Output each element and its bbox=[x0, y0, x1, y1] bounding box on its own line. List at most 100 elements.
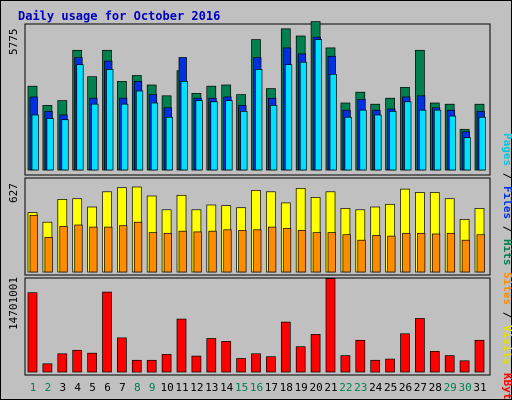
bar-pages-day-2 bbox=[46, 118, 54, 171]
legend-pages: Pages bbox=[501, 133, 512, 166]
bar-kbytes-day-undefined bbox=[459, 360, 470, 373]
x-tick-label-day-11: 11 bbox=[175, 381, 188, 394]
bar-sites-day-undefined bbox=[253, 229, 262, 273]
x-tick-label-day-19: 19 bbox=[295, 381, 308, 394]
bar-sites-day-undefined bbox=[312, 232, 321, 273]
bar-sites-day-undefined bbox=[148, 232, 158, 273]
bar-sites-day-undefined bbox=[44, 237, 53, 273]
bar-kbytes-day-undefined bbox=[370, 359, 381, 373]
bar-pages-day-19 bbox=[299, 61, 308, 171]
bar-sites-day-undefined bbox=[387, 235, 396, 273]
bar-sites-day-undefined bbox=[178, 230, 187, 273]
bar-kbytes-day-undefined bbox=[295, 346, 306, 373]
x-tick-label-day-8: 8 bbox=[134, 381, 141, 394]
bar-kbytes-day-undefined bbox=[385, 358, 395, 373]
bar-kbytes-day-undefined bbox=[355, 339, 366, 373]
bar-pages-day-8 bbox=[135, 90, 144, 171]
bar-pages-day-30 bbox=[463, 137, 471, 171]
bar-kbytes-day-undefined bbox=[266, 356, 276, 373]
x-tick-label-day-14: 14 bbox=[220, 381, 234, 394]
bar-pages-day-7 bbox=[121, 103, 129, 171]
bar-kbytes-day-undefined bbox=[42, 363, 53, 373]
bar-kbytes-day-undefined bbox=[102, 291, 112, 373]
bar-kbytes-day-undefined bbox=[415, 318, 425, 373]
bar-sites-day-undefined bbox=[402, 232, 411, 273]
bar-kbytes-day-undefined bbox=[236, 358, 246, 373]
bar-pages-day-22 bbox=[344, 116, 352, 171]
x-tick-label-day-22: 22 bbox=[339, 381, 352, 394]
bar-sites-day-undefined bbox=[282, 228, 292, 273]
bar-kbytes-day-undefined bbox=[340, 355, 351, 373]
bar-pages-day-23 bbox=[359, 109, 367, 171]
bar-kbytes-day-undefined bbox=[325, 278, 336, 373]
bar-kbytes-day-undefined bbox=[176, 318, 187, 373]
bar-pages-day-17 bbox=[270, 105, 278, 171]
bar-kbytes-day-undefined bbox=[251, 353, 261, 373]
bar-sites-day-undefined bbox=[89, 226, 98, 273]
x-tick-label-day-29: 29 bbox=[444, 381, 457, 394]
x-tick-label-day-3: 3 bbox=[59, 381, 66, 394]
x-axis-labels: 1 2 3 4 5 6 7 8 9 10 11 12 13 14 15 16 17 18 19 20 21 22 23 24 2… bbox=[30, 381, 487, 394]
bar-sites-day-undefined bbox=[417, 232, 426, 273]
x-tick-label-day-21: 21 bbox=[324, 381, 337, 394]
legend-visits: Visits bbox=[501, 325, 512, 365]
visits-panel-legend: Sites / Visits bbox=[501, 272, 512, 365]
bar-pages-day-20 bbox=[314, 39, 322, 171]
x-tick-label-day-30: 30 bbox=[458, 381, 471, 394]
bar-pages-day-10 bbox=[165, 116, 173, 171]
bar-pages-day-26 bbox=[404, 101, 412, 171]
bar-kbytes-day-undefined bbox=[221, 341, 232, 373]
bar-sites-day-undefined bbox=[119, 225, 128, 273]
bar-pages-day-4 bbox=[76, 64, 84, 171]
bar-pages-day-15 bbox=[240, 111, 248, 171]
bar-sites-day-undefined bbox=[342, 234, 351, 273]
bar-pages-day-3 bbox=[61, 119, 69, 171]
bar-kbytes-day-undefined bbox=[310, 334, 321, 373]
bar-pages-day-21 bbox=[329, 73, 337, 171]
bar-pages-day-25 bbox=[389, 111, 397, 171]
bar-kbytes-day-undefined bbox=[191, 355, 202, 373]
x-tick-label-day-12: 12 bbox=[190, 381, 203, 394]
x-tick-label-day-17: 17 bbox=[265, 381, 278, 394]
bar-pages-day-29 bbox=[448, 115, 457, 171]
bar-sites-day-undefined bbox=[268, 226, 277, 273]
x-tick-label-day-9: 9 bbox=[149, 381, 156, 394]
x-tick-label-day-7: 7 bbox=[119, 381, 126, 394]
bar-kbytes-day-undefined bbox=[72, 349, 83, 373]
bar-sites-day-undefined bbox=[461, 239, 470, 273]
bar-sites-day-undefined bbox=[74, 224, 83, 273]
bar-pages-day-13 bbox=[210, 101, 218, 171]
legend-files: Files bbox=[501, 186, 512, 219]
bar-kbytes-day-undefined bbox=[206, 338, 217, 373]
visits-y-tick-label: 627 bbox=[7, 183, 20, 203]
chart-title: Daily usage for October 2016 bbox=[18, 9, 220, 23]
bar-sites-day-undefined bbox=[223, 229, 232, 273]
bar-pages-day-28 bbox=[433, 109, 442, 171]
x-tick-label-day-10: 10 bbox=[160, 381, 173, 394]
bar-kbytes-day-undefined bbox=[57, 353, 68, 373]
x-tick-label-day-27: 27 bbox=[414, 381, 427, 394]
bar-sites-day-undefined bbox=[446, 232, 456, 273]
x-tick-label-day-6: 6 bbox=[104, 381, 111, 394]
bar-kbytes-day-undefined bbox=[400, 333, 410, 373]
bar-kbytes-day-undefined bbox=[474, 339, 485, 373]
x-tick-label-day-2: 2 bbox=[45, 381, 52, 394]
bar-pages-day-16 bbox=[255, 69, 263, 171]
bar-sites-day-undefined bbox=[163, 232, 172, 273]
bar-sites-day-undefined bbox=[431, 233, 441, 273]
bar-pages-day-18 bbox=[284, 64, 293, 171]
x-tick-label-day-28: 28 bbox=[429, 381, 442, 394]
x-tick-label-day-13: 13 bbox=[205, 381, 218, 394]
bar-pages-day-27 bbox=[419, 109, 427, 171]
bar-sites-day-undefined bbox=[208, 230, 217, 273]
bar-sites-day-undefined bbox=[29, 214, 38, 273]
x-tick-label-day-15: 15 bbox=[235, 381, 248, 394]
x-tick-label-day-25: 25 bbox=[384, 381, 397, 394]
x-tick-label-day-16: 16 bbox=[250, 381, 263, 394]
bar-sites-day-undefined bbox=[193, 231, 202, 273]
bar-kbytes-day-undefined bbox=[280, 321, 291, 373]
bar-sites-day-undefined bbox=[297, 230, 307, 273]
bar-kbytes-day-undefined bbox=[429, 351, 440, 373]
